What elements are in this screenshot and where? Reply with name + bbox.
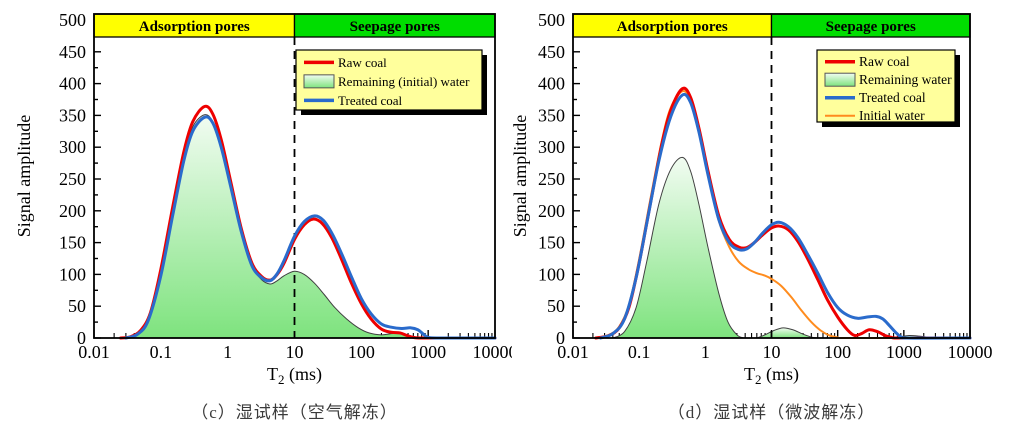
y-axis-tick-label: 0: [556, 328, 565, 348]
plot-frame: [93, 13, 496, 339]
x-axis-tick-label: 100: [824, 342, 851, 362]
legend-item-label: Initial water: [859, 108, 925, 123]
area-series-remaining-water: [612, 157, 744, 338]
pore-band-label: Seepage pores: [350, 19, 440, 35]
legend-item-label: Raw coal: [338, 55, 387, 70]
x-axis-title: T2 (ms): [744, 364, 799, 387]
y-axis-tick-label: 50: [547, 296, 565, 316]
chart-panel-c: 0 50 100 150 200 250 300 350 400 450 500 0.01 0.1 1 10…: [0, 0, 512, 392]
y-axis-tick-label: 0: [77, 328, 86, 348]
y-axis-tick-label: 450: [59, 42, 86, 62]
y-axis-tick-label: 300: [59, 137, 86, 157]
legend-item-label: Treated coal: [338, 93, 403, 108]
y-axis-tick-label: 300: [538, 137, 565, 157]
y-axis-tick-label: 400: [59, 74, 86, 94]
y-axis-title: Signal amplitude: [512, 115, 530, 237]
x-axis-tick-label: 10: [763, 342, 781, 362]
y-axis-tick-label: 400: [538, 74, 565, 94]
legend-marker-area: [303, 74, 335, 89]
caption-panel-d: （d）湿试样（微波解冻）: [667, 403, 876, 422]
area-series-remaining-water: [756, 327, 821, 338]
x-axis-tick-label: 0.01: [557, 342, 589, 362]
legend-marker-area: [824, 72, 856, 87]
y-axis-tick-label: 100: [538, 264, 565, 284]
area-outline: [612, 156, 744, 339]
y-axis-title: Signal amplitude: [14, 115, 34, 237]
chart-svg-panel-d: 0 50 100 150 200 250 300 350 400 450 500 0.01 0.1 1 10…: [512, 10, 993, 387]
y-axis-tick-label: 50: [68, 296, 86, 316]
line-series-treated-coal: [124, 115, 497, 340]
y-axis-tick-label: 350: [538, 105, 565, 125]
x-axis-tick-label: 0.1: [150, 342, 173, 362]
y-axis-tick-label: 500: [538, 10, 565, 30]
chart-svg-panel-c: 0 50 100 150 200 250 300 350 400 450 500 0.01 0.1 1 10…: [14, 10, 513, 387]
x-axis-tick-label: 10: [286, 342, 304, 362]
y-axis-tick-label: 500: [59, 10, 86, 30]
x-axis-tick-label: 10000: [473, 342, 513, 362]
pore-band-label: Seepage pores: [826, 19, 916, 35]
plot-frame: [572, 13, 971, 339]
y-axis-tick-label: 250: [538, 169, 565, 189]
x-axis-tick-label: 0.01: [78, 342, 110, 362]
x-axis-tick-label: 100: [348, 342, 375, 362]
y-axis-tick-label: 100: [59, 264, 86, 284]
legend-item-label: Treated coal: [859, 90, 926, 105]
area-series-remaining-initial-water: [125, 114, 495, 339]
pore-band-label: Adsorption pores: [617, 19, 728, 35]
legend-item-label: Remaining (initial) water: [338, 74, 470, 89]
y-axis-tick-label: 150: [59, 233, 86, 253]
x-axis-tick-label: 1: [223, 342, 232, 362]
y-axis-tick-label: 350: [59, 105, 86, 125]
x-axis-tick-label: 0.1: [628, 342, 651, 362]
x-axis-title: T2 (ms): [267, 364, 322, 387]
legend-item-label: Remaining water: [859, 72, 952, 87]
pore-band-label: Adsorption pores: [139, 19, 250, 35]
y-axis-tick-label: 250: [59, 169, 86, 189]
y-axis-tick-label: 200: [538, 201, 565, 221]
y-axis-tick-label: 450: [538, 42, 565, 62]
caption-panel-c: （c）湿试样（空气解冻）: [191, 403, 398, 422]
x-axis-tick-label: 1000: [410, 342, 446, 362]
line-series-treated-coal: [598, 92, 972, 340]
legend-item-label: Raw coal: [859, 54, 910, 69]
x-axis-tick-label: 1000: [886, 342, 922, 362]
y-axis-tick-label: 200: [59, 201, 86, 221]
y-axis-tick-label: 150: [538, 233, 565, 253]
x-axis-tick-label: 10000: [948, 342, 993, 362]
chart-panel-d: 0 50 100 150 200 250 300 350 400 450 500 0.01 0.1 1 10…: [512, 0, 1024, 392]
x-axis-tick-label: 1: [701, 342, 710, 362]
